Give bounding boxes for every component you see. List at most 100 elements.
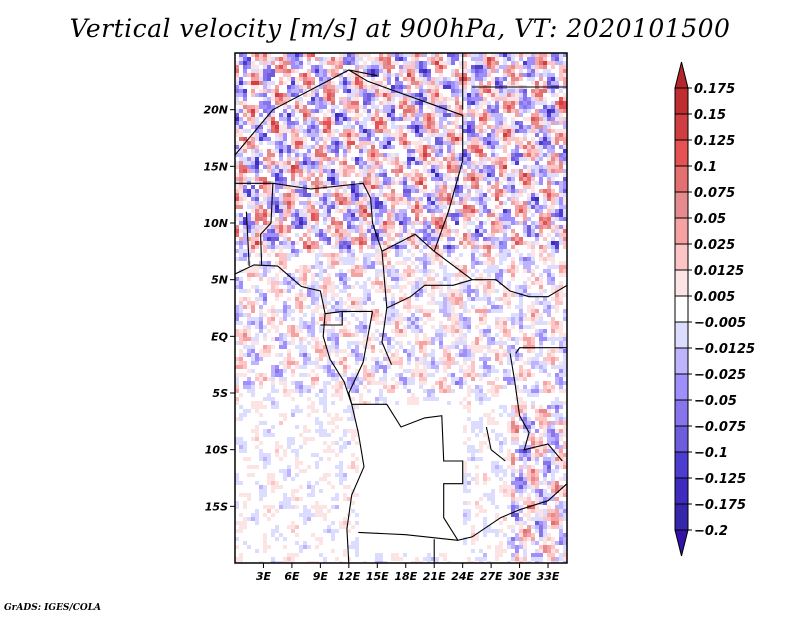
field-cell (251, 285, 255, 289)
field-cell (555, 77, 559, 81)
field-cell (307, 285, 311, 289)
field-cell (267, 89, 271, 93)
field-cell (239, 77, 243, 81)
field-cell (475, 201, 479, 205)
field-cell (463, 301, 467, 305)
field-cell (515, 269, 519, 273)
field-cell (371, 233, 375, 237)
field-cell (499, 165, 503, 169)
field-cell (355, 105, 359, 109)
field-cell (367, 57, 371, 61)
field-cell (487, 269, 491, 273)
field-cell (291, 341, 295, 345)
field-cell (283, 381, 287, 385)
field-cell (243, 161, 247, 165)
field-cell (443, 81, 447, 85)
field-cell (363, 377, 367, 381)
field-cell (503, 349, 507, 353)
field-cell (447, 277, 451, 281)
field-cell (355, 61, 359, 65)
field-cell (311, 345, 315, 349)
field-cell (315, 273, 319, 277)
field-cell (539, 217, 543, 221)
field-cell (515, 233, 519, 237)
field-cell (487, 109, 491, 113)
field-cell (499, 309, 503, 313)
field-cell (291, 81, 295, 85)
field-cell (451, 157, 455, 161)
field-cell (391, 389, 395, 393)
field-cell (355, 81, 359, 85)
field-cell (367, 189, 371, 193)
field-cell (339, 329, 343, 333)
field-cell (495, 297, 499, 301)
field-cell (443, 65, 447, 69)
field-cell (555, 105, 559, 109)
field-cell (555, 285, 559, 289)
field-cell (419, 309, 423, 313)
field-cell (303, 373, 307, 377)
field-cell (279, 185, 283, 189)
field-cell (395, 81, 399, 85)
field-cell (339, 309, 343, 313)
field-cell (243, 61, 247, 65)
field-cell (355, 229, 359, 233)
field-cell (455, 89, 459, 93)
field-cell (507, 317, 511, 321)
field-cell (503, 245, 507, 249)
field-cell (351, 257, 355, 261)
field-cell (435, 129, 439, 133)
field-cell (255, 169, 259, 173)
field-cell (355, 145, 359, 149)
field-cell (535, 317, 539, 321)
field-cell (299, 209, 303, 213)
field-cell (267, 233, 271, 237)
field-cell (411, 129, 415, 133)
field-cell (423, 81, 427, 85)
field-cell (495, 205, 499, 209)
field-cell (519, 169, 523, 173)
field-cell (455, 109, 459, 113)
field-cell (543, 117, 547, 121)
field-cell (287, 313, 291, 317)
field-cell (547, 225, 551, 229)
field-cell (563, 77, 567, 81)
field-cell (375, 269, 379, 273)
field-cell (263, 349, 267, 353)
field-cell (439, 217, 443, 221)
field-cell (383, 377, 387, 381)
field-cell (343, 201, 347, 205)
field-cell (239, 305, 243, 309)
field-cell (511, 61, 515, 65)
field-cell (543, 257, 547, 261)
field-cell (303, 349, 307, 353)
field-cell (383, 233, 387, 237)
field-cell (283, 149, 287, 153)
field-cell (367, 245, 371, 249)
field-cell (263, 301, 267, 305)
field-cell (387, 225, 391, 229)
field-cell (279, 149, 283, 153)
field-cell (355, 281, 359, 285)
field-cell (359, 353, 363, 357)
field-cell (399, 73, 403, 77)
field-cell (267, 141, 271, 145)
field-cell (283, 209, 287, 213)
field-cell (327, 289, 331, 293)
field-cell (451, 177, 455, 181)
field-cell (475, 237, 479, 241)
field-cell (323, 241, 327, 245)
field-cell (487, 141, 491, 145)
field-cell (371, 129, 375, 133)
field-cell (559, 117, 563, 121)
field-cell (347, 125, 351, 129)
field-cell (435, 169, 439, 173)
field-cell (411, 269, 415, 273)
field-cell (463, 337, 467, 341)
field-cell (259, 101, 263, 105)
field-cell (387, 77, 391, 81)
field-cell (291, 285, 295, 289)
field-cell (551, 205, 555, 209)
field-cell (303, 213, 307, 217)
field-cell (319, 137, 323, 141)
